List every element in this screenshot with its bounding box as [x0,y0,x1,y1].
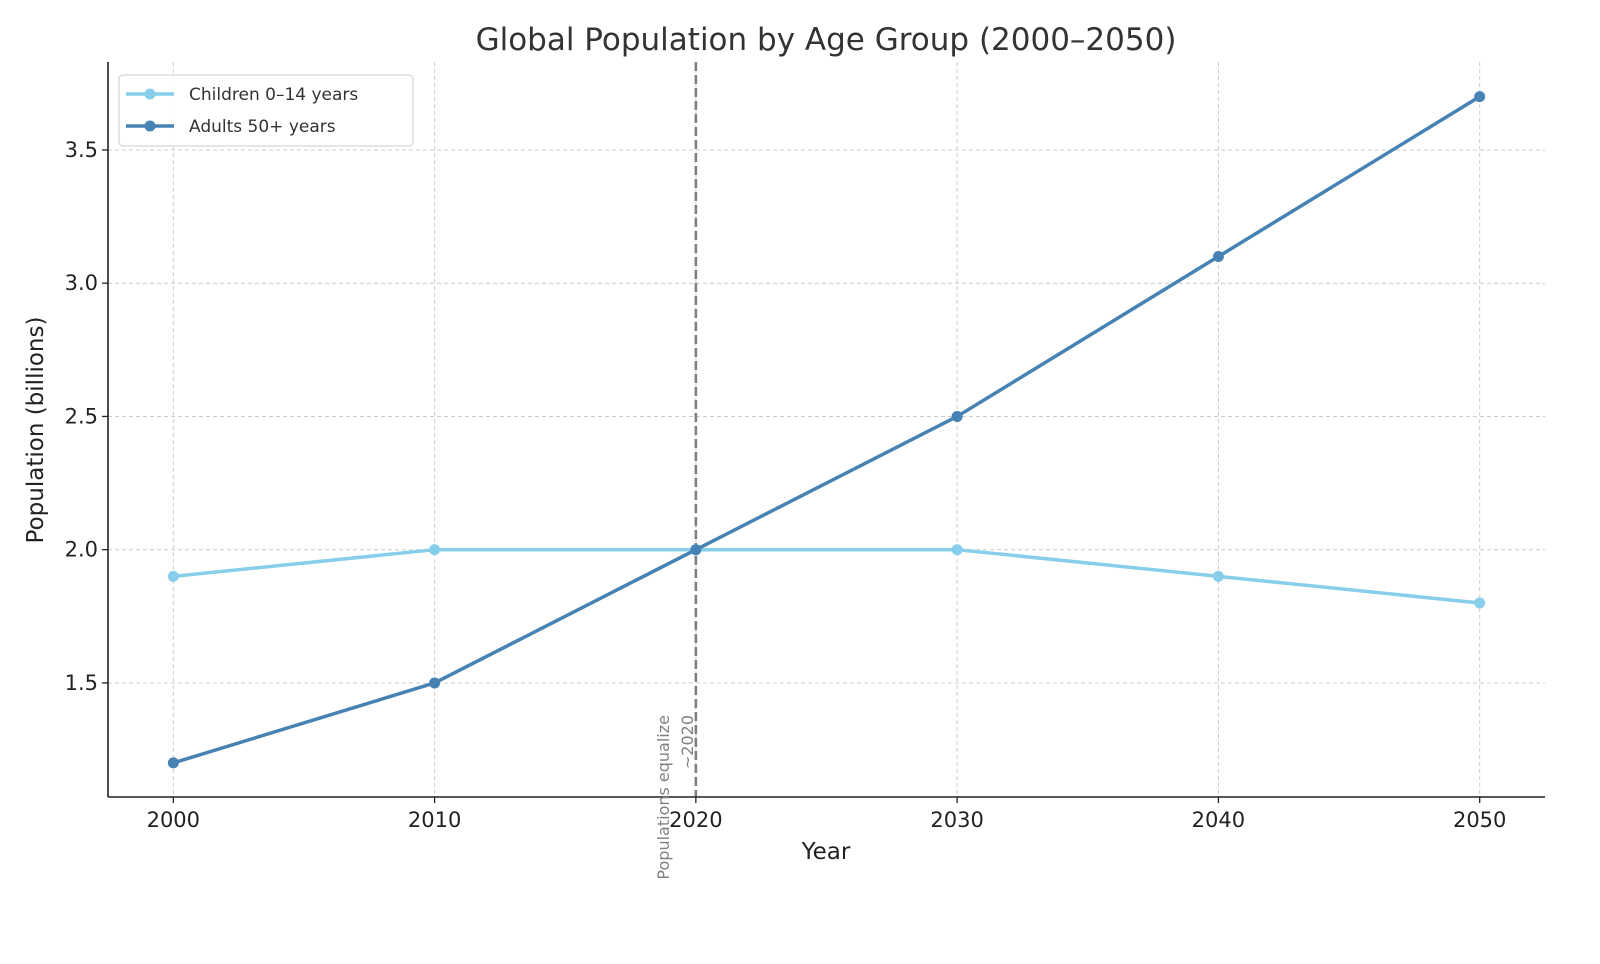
x-tick-label: 2010 [408,808,461,832]
series-line [173,547,1480,605]
y-tick-label: 2.5 [65,404,98,428]
data-point [167,757,179,769]
annotation-text-line2: ~2020 [678,715,697,769]
series-group [167,91,1486,769]
data-point [690,544,702,556]
series-line [172,95,1481,765]
data-point [1212,570,1224,582]
data-point [951,410,963,422]
y-ticks: 1.5 2.0 2.5 3.0 3.5 [65,138,108,695]
data-point [167,570,179,582]
y-tick-label: 1.5 [65,671,98,695]
data-point [1474,597,1486,609]
legend-label: Adults 50+ years [189,117,336,137]
data-point [429,677,441,689]
data-point [951,544,963,556]
series-children [167,544,1486,609]
legend: Children 0–14 years Adults 50+ years [118,74,414,147]
legend-marker [144,120,156,132]
legend-box [118,74,414,147]
x-tick-label: 2020 [669,808,722,832]
x-tick-label: 2030 [930,808,983,832]
legend-label: Children 0–14 years [189,85,358,105]
x-tick-label: 2000 [147,808,200,832]
grid [108,62,1545,797]
x-ticks: 2000 2010 2020 2030 2040 2050 [147,797,1506,832]
chart-title: Global Population by Age Group (2000–205… [476,22,1177,58]
series-adults [167,91,1486,769]
x-tick-label: 2050 [1453,808,1506,832]
y-tick-label: 3.5 [65,138,98,162]
x-axis-label: Year [801,839,851,865]
legend-marker [144,88,156,100]
data-point [429,544,441,556]
y-tick-label: 2.0 [65,538,98,562]
y-tick-label: 3.0 [65,271,98,295]
x-tick-label: 2040 [1192,808,1245,832]
y-axis-label: Population (billions) [23,317,49,544]
data-point [1212,251,1224,263]
data-point [1474,91,1486,103]
annotation-text-line1: Populations equalize [654,715,673,880]
